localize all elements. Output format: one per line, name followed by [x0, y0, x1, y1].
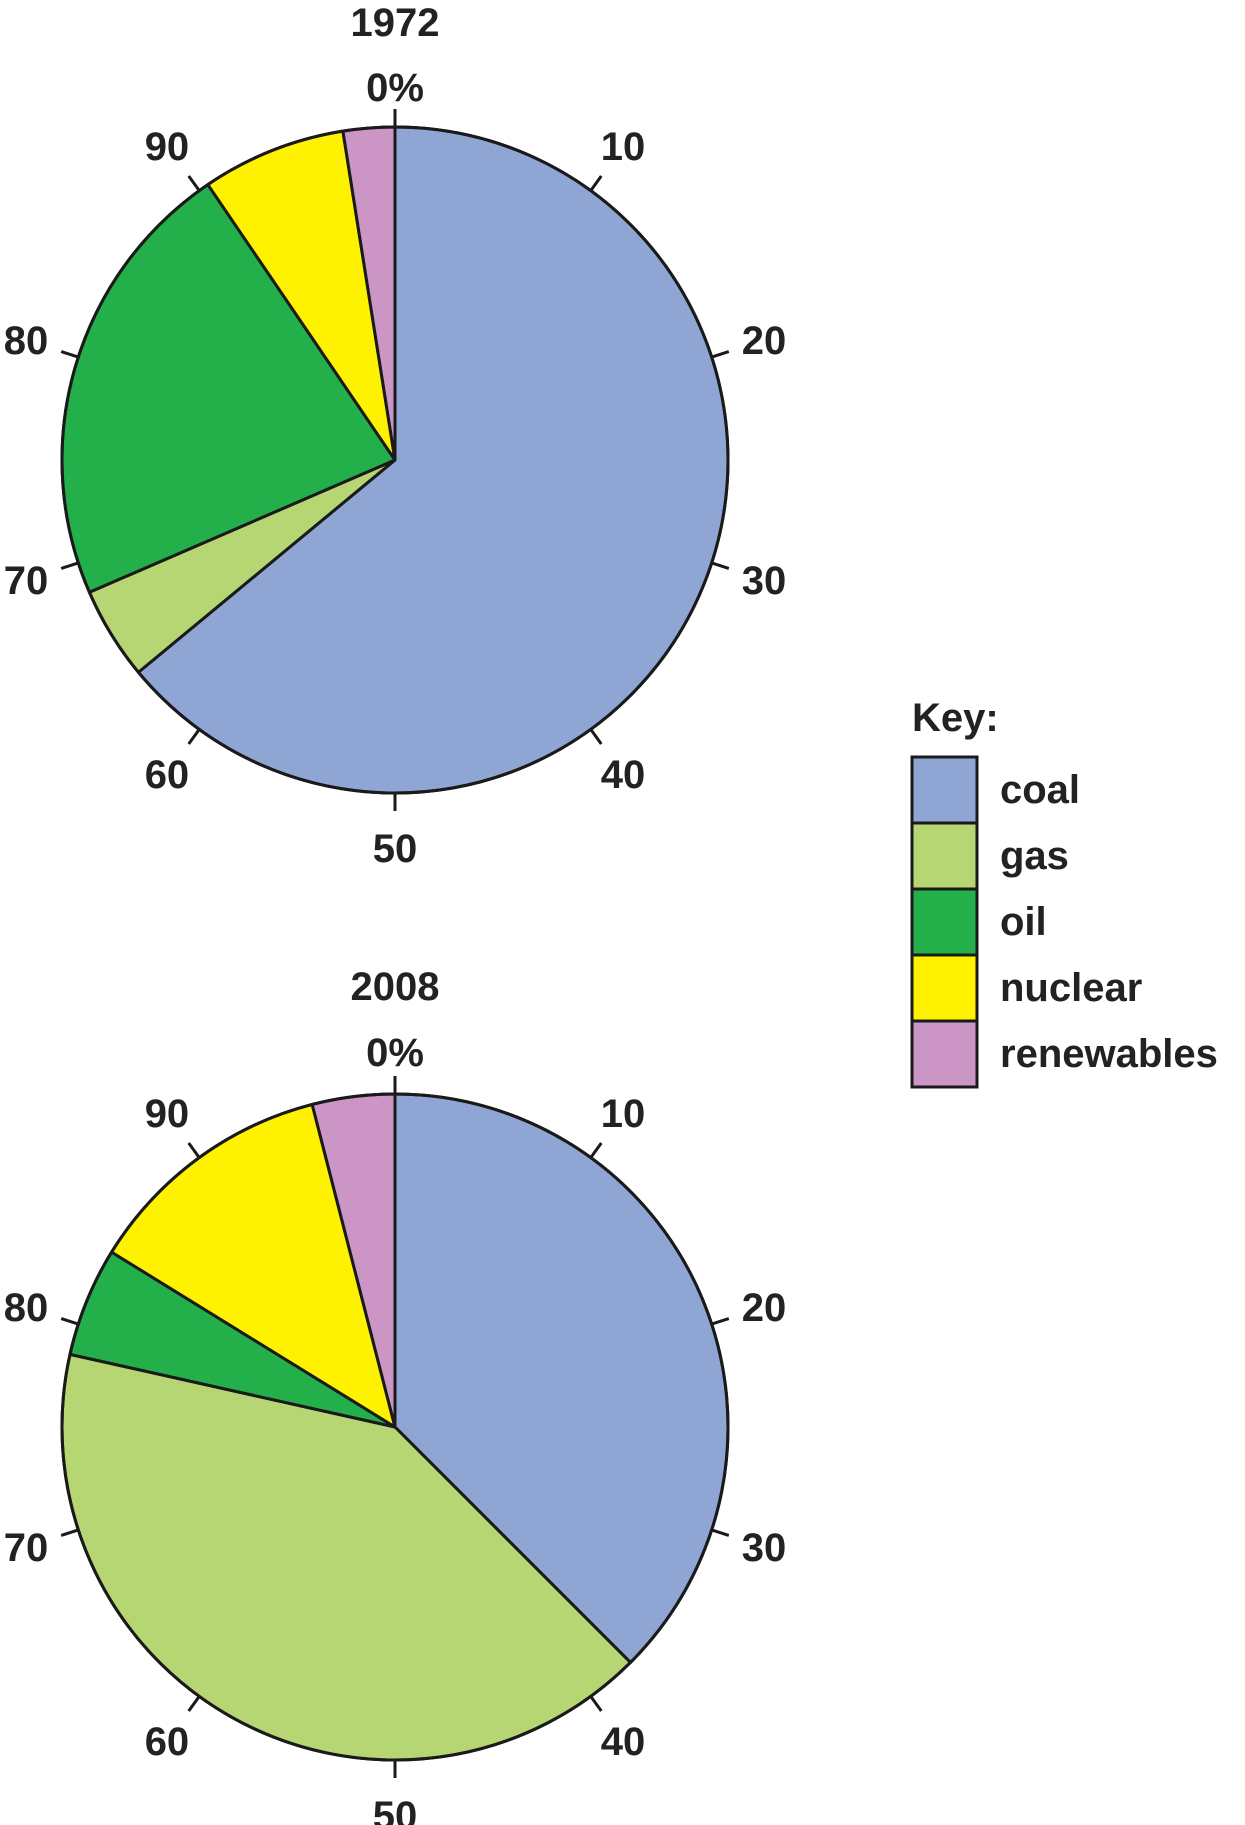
tick-label-40: 40 — [601, 1720, 646, 1764]
tick-label-60: 60 — [145, 753, 190, 797]
legend-label-oil: oil — [1000, 900, 1047, 944]
tick-label-50: 50 — [373, 1794, 418, 1825]
tick-label-90: 90 — [145, 125, 190, 169]
legend-title: Key: — [912, 696, 999, 740]
legend-swatch-oil — [910, 887, 979, 957]
tick-mark — [589, 175, 603, 192]
tick-label-70: 70 — [4, 1526, 49, 1570]
tick-label-50: 50 — [373, 827, 418, 871]
tick-label-70: 70 — [4, 559, 49, 603]
tick-mark — [589, 1142, 603, 1159]
tick-label-40: 40 — [601, 753, 646, 797]
tick-label-30: 30 — [742, 1526, 787, 1570]
legend: Key: coal gas oil nuclear renewables — [910, 696, 1218, 1089]
tick-mark — [711, 350, 730, 359]
tick-label-90: 90 — [145, 1092, 190, 1136]
tick-mark — [187, 1695, 201, 1712]
legend-label-gas: gas — [1000, 834, 1069, 878]
tick-mark — [60, 1528, 79, 1537]
tick-mark — [187, 728, 201, 745]
tick-mark — [711, 561, 730, 570]
legend-swatch-gas — [910, 821, 979, 891]
tick-label-30: 30 — [742, 559, 787, 603]
chart-title: 1972 — [351, 1, 440, 45]
tick-label-20: 20 — [742, 319, 787, 363]
pie-chart-2008: 2008 0% 10 20 30 40 50 60 70 80 90 — [4, 965, 787, 1825]
tick-label-10: 10 — [601, 1092, 646, 1136]
tick-mark — [589, 728, 603, 745]
tick-mark — [711, 1528, 730, 1537]
tick-mark — [60, 561, 79, 570]
tick-mark — [60, 1317, 79, 1326]
tick-label-80: 80 — [4, 1286, 49, 1330]
legend-label-coal: coal — [1000, 768, 1080, 812]
tick-mark — [187, 175, 201, 192]
legend-label-renewables: renewables — [1000, 1032, 1218, 1076]
start-label: 0% — [366, 1031, 424, 1075]
tick-mark — [589, 1695, 603, 1712]
tick-mark — [60, 350, 79, 359]
tick-mark — [711, 1317, 730, 1326]
legend-label-nuclear: nuclear — [1000, 966, 1142, 1010]
chart-title: 2008 — [351, 965, 440, 1009]
tick-label-20: 20 — [742, 1286, 787, 1330]
tick-mark — [187, 1142, 201, 1159]
tick-label-10: 10 — [601, 125, 646, 169]
tick-label-80: 80 — [4, 319, 49, 363]
pie-chart-1972: 1972 0% 10 20 30 40 50 60 70 80 90 — [4, 1, 787, 871]
legend-swatch-coal — [910, 755, 979, 825]
tick-label-60: 60 — [145, 1720, 190, 1764]
legend-swatch-nuclear — [910, 953, 979, 1023]
start-label: 0% — [366, 66, 424, 110]
legend-swatch-renewables — [910, 1019, 979, 1089]
